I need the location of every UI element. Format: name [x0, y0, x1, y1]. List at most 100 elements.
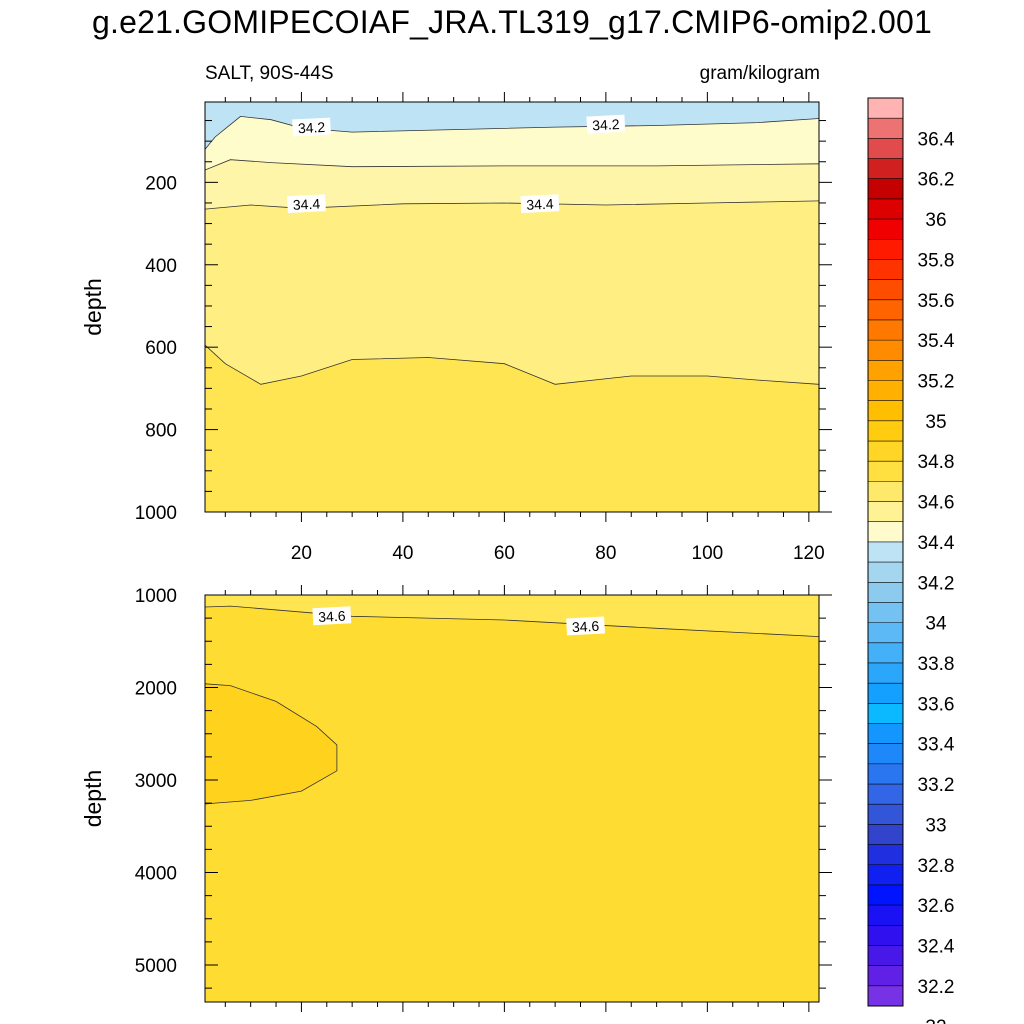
contour-line	[205, 344, 819, 385]
colorbar-swatch	[868, 662, 903, 684]
colorbar-swatch	[868, 380, 903, 401]
plot-frame	[204, 594, 820, 1003]
x-tick-label: 40	[392, 543, 413, 564]
colorbar-swatch	[868, 501, 903, 523]
contour-label: 34.4	[520, 194, 560, 214]
colorbar-swatch	[868, 420, 903, 442]
colorbar-label: 34	[925, 614, 947, 635]
contour-label: 34.2	[292, 117, 331, 137]
colorbar-swatch	[868, 703, 903, 724]
colorbar-label: 34.8	[918, 452, 955, 473]
colorbar-swatch	[868, 965, 903, 987]
colorbar: 36.4 36.2 36 35.8 35.6 35.4 35.2 35 34.8 34.6 34.4…	[867, 97, 955, 1024]
units-subtitle: gram/kilogram	[699, 63, 820, 84]
colorbar-swatch	[868, 481, 903, 502]
colorbar-label: 35.8	[918, 250, 955, 271]
variable-subtitle: SALT, 90S-44S	[205, 63, 334, 84]
y-tick-label: 4000	[135, 864, 177, 885]
contour-label-bg	[287, 194, 326, 214]
colorbar-swatch	[868, 864, 903, 886]
y-axis-label: depth	[80, 770, 106, 828]
colorbar-swatch	[868, 198, 903, 220]
colorbar-swatch	[868, 824, 903, 845]
colorbar-swatch	[868, 259, 903, 280]
colorbar-swatch	[868, 562, 903, 583]
colorbar-swatch	[868, 602, 903, 623]
contour-lines	[205, 115, 819, 385]
y-tick-label: 400	[145, 256, 177, 277]
colorbar-label: 35.6	[918, 291, 955, 312]
y-tick-label: 800	[145, 421, 177, 442]
colorbar-swatch	[868, 945, 903, 966]
contour-label: 34.2	[586, 114, 626, 134]
y-tick-label: 1000	[135, 503, 177, 524]
contour-label: 34.6	[566, 616, 605, 636]
colorbar-label: 34.4	[918, 533, 955, 554]
colorbar-label: 33.2	[918, 775, 955, 796]
panel-fills	[205, 102, 819, 512]
contour-label-text: 34.4	[292, 195, 320, 212]
y-tick-label: 1000	[135, 586, 177, 607]
colorbar-label: 32.6	[918, 896, 955, 917]
region-fill	[205, 345, 819, 512]
x-tick-label: 20	[291, 543, 312, 564]
y-axis: 200 400 600 800 1000 depth	[80, 120, 832, 524]
region-fill	[205, 606, 819, 1002]
colorbar-swatch	[868, 905, 903, 926]
contour-label: 34.6	[312, 606, 352, 626]
plot-frame	[204, 101, 820, 513]
colorbar-swatch	[868, 360, 903, 381]
colorbar-swatch	[868, 844, 903, 866]
upper-panel: 34.2 34.2 34.4 34.4 20 40 60 80 100 120 200 400 600 8…	[80, 92, 832, 564]
y-tick-label: 200	[145, 173, 177, 194]
colorbar-label: 33.4	[918, 735, 955, 756]
colorbar-swatch	[868, 683, 903, 704]
colorbar-swatch	[868, 784, 903, 805]
colorbar-swatch	[868, 521, 903, 543]
y-tick-label: 2000	[135, 679, 177, 700]
y-tick-label: 3000	[135, 771, 177, 792]
colorbar-label: 36.4	[918, 129, 955, 150]
colorbar-swatch	[868, 582, 903, 603]
colorbar-label: 32.2	[918, 977, 955, 998]
colorbar-swatch	[868, 400, 903, 422]
colorbar-swatch	[868, 299, 903, 321]
colorbar-swatch	[868, 461, 903, 482]
contour-label-bg	[566, 616, 605, 636]
x-tick-label: 80	[595, 543, 616, 564]
panel-fills	[205, 595, 819, 1002]
colorbar-swatch	[868, 743, 903, 765]
contour-label-bg	[520, 194, 560, 214]
x-tick-label: 60	[494, 543, 515, 564]
colorbar-label: 35	[925, 412, 946, 433]
y-axis: 1000 2000 3000 4000 5000 depth	[80, 586, 832, 989]
colorbar-swatch	[868, 178, 903, 200]
region-fill	[205, 683, 337, 804]
colorbar-swatch	[868, 441, 903, 462]
colorbar-swatch	[868, 622, 903, 644]
colorbar-label: 35.2	[918, 371, 955, 392]
colorbar-swatch	[868, 98, 903, 119]
contour-label-text: 34.2	[592, 116, 620, 133]
colorbar-label: 32.4	[918, 936, 955, 957]
colorbar-swatch	[868, 219, 903, 240]
contour-line	[205, 159, 819, 171]
contour-line	[205, 683, 338, 805]
chart-title: g.e21.GOMIPECOIAF_JRA.TL319_g17.CMIP6-om…	[91, 4, 932, 40]
colorbar-swatch	[868, 118, 903, 139]
colorbar-swatch	[868, 138, 903, 159]
x-tick-label: 120	[793, 543, 825, 564]
contour-label-bg	[292, 117, 331, 137]
colorbar-label: 33	[925, 815, 946, 836]
colorbar-label: 33.6	[918, 694, 955, 715]
contour-label-bg	[312, 606, 352, 626]
colorbar-swatch	[868, 884, 903, 906]
contour-label: 34.4	[287, 194, 326, 214]
contour-label-bg	[586, 114, 626, 134]
x-axis	[224, 585, 810, 1012]
colorbar-swatch	[868, 642, 903, 664]
colorbar-frame	[867, 97, 904, 1007]
colorbar-label: 32	[925, 1017, 946, 1024]
colorbar-swatch	[868, 541, 903, 563]
colorbar-label: 36.2	[918, 170, 955, 191]
